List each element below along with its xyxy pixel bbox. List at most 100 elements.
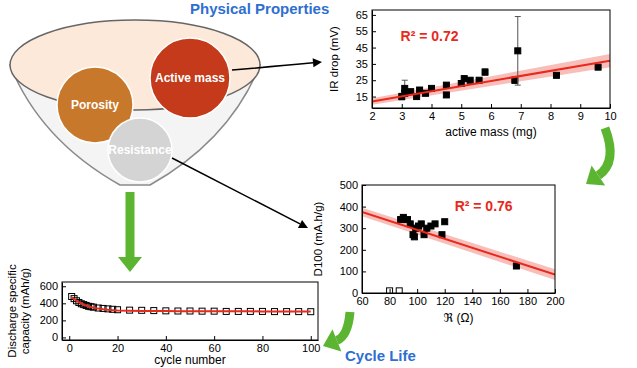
connector-arrow: [232, 58, 322, 70]
connector-arrow-shaft: [172, 158, 300, 224]
y-tick-label: 400: [40, 297, 58, 309]
y-tick: 200: [40, 314, 66, 326]
y-tick: 0: [352, 287, 366, 299]
y-tick-label: 100: [340, 265, 358, 277]
y-tick: 65: [356, 9, 376, 21]
chart: 60801001201401601802000100200300400500ℜ …: [312, 179, 565, 325]
x-tick-mark: [402, 104, 403, 108]
x-tick-label: 4: [429, 110, 435, 122]
chart: 2345678910152535455565active mass (mg)IR…: [328, 9, 617, 139]
axis-line: [362, 186, 363, 294]
x-tick: 140: [464, 289, 482, 307]
property-label: Resistance: [108, 143, 172, 157]
y-tick: 500: [340, 179, 366, 191]
y-tick-label: 0: [352, 287, 358, 299]
error-bar-cap: [402, 80, 408, 81]
x-tick-label: 80: [257, 342, 269, 354]
x-tick-label: 2: [369, 110, 375, 122]
point: [482, 69, 488, 75]
x-tick-mark: [461, 104, 462, 108]
x-tick-label: 5: [459, 110, 465, 122]
x-tick-mark: [311, 336, 312, 340]
x-tick: 120: [436, 289, 454, 307]
point: [387, 288, 393, 293]
x-tick: 8: [548, 104, 554, 122]
x-tick-mark: [69, 336, 70, 340]
y-tick-label: 45: [356, 42, 368, 54]
y-tick: 25: [356, 74, 376, 86]
x-tick-mark: [262, 336, 263, 340]
x-axis: 6080100120140160180200: [356, 289, 564, 307]
plot-frame: [372, 10, 610, 108]
error-bar: [402, 80, 408, 96]
x-tick-label: 10: [604, 110, 616, 122]
plot-frame: [362, 185, 555, 293]
plot-background: [362, 185, 555, 293]
fit-line: [362, 212, 555, 275]
y-tick: 0: [52, 331, 66, 343]
y-tick-label: 15: [356, 91, 368, 103]
x-tick-mark: [472, 289, 473, 293]
y-tick: 35: [356, 58, 376, 70]
point: [595, 64, 601, 70]
x-axis: 2345678910: [369, 104, 616, 122]
y-tick-mark: [372, 97, 376, 98]
plot-area: [69, 294, 314, 315]
y-tick-mark: [372, 31, 376, 32]
confidence-band: [362, 208, 555, 280]
flow-arrow: [586, 128, 610, 185]
y-tick-mark: [62, 286, 66, 287]
point: [432, 221, 438, 227]
y-axis: 152535455565: [356, 9, 376, 109]
x-tick-mark: [521, 104, 522, 108]
y-tick-mark: [372, 48, 376, 49]
fit-line: [72, 297, 311, 311]
y-tick-mark: [362, 228, 366, 229]
x-tick-label: 9: [578, 110, 584, 122]
x-tick-mark: [500, 289, 501, 293]
connector-arrow-shaft: [232, 63, 313, 70]
x-tick-label: 100: [302, 342, 320, 354]
x-tick-mark: [551, 104, 552, 108]
x-tick: 200: [546, 289, 564, 307]
flow-arrow-head: [586, 166, 605, 186]
diagram-title: Physical Properties: [190, 0, 329, 17]
x-tick: 60: [209, 336, 221, 354]
point: [467, 77, 473, 83]
plot-frame: [62, 282, 318, 340]
y-tick: 400: [340, 201, 366, 213]
chart: 0204060801000200400600cycle numberDischa…: [6, 264, 320, 367]
x-tick-mark: [417, 289, 418, 293]
y-tick-label: 35: [356, 58, 368, 70]
property-circle: [150, 38, 230, 118]
connector-arrow-head: [313, 58, 322, 67]
y-tick-mark: [362, 271, 366, 272]
y-tick: 15: [356, 91, 376, 103]
x-tick: 80: [257, 336, 269, 354]
x-tick-mark: [610, 104, 611, 108]
x-tick: 10: [604, 104, 616, 122]
y-tick-mark: [362, 185, 366, 186]
point: [443, 82, 449, 88]
point: [515, 48, 521, 54]
x-tick: 160: [491, 289, 509, 307]
x-tick: 40: [160, 336, 172, 354]
x-tick: 4: [429, 104, 435, 122]
x-tick: 3: [399, 104, 405, 122]
y-tick-label: 400: [340, 201, 358, 213]
y-tick: 200: [340, 244, 366, 256]
x-tick-label: 20: [112, 342, 124, 354]
flow-arrow-shaft: [598, 128, 610, 176]
x-tick-label: 60: [209, 342, 221, 354]
y-axis-title: IR drop (mV): [328, 26, 340, 92]
x-tick-label: 160: [491, 295, 509, 307]
x-tick: 9: [578, 104, 584, 122]
y-tick-label: 500: [340, 179, 358, 191]
x-tick-mark: [580, 104, 581, 108]
x-axis-title: ℜ (Ω): [443, 311, 473, 325]
x-tick: 180: [519, 289, 537, 307]
flow-arrow-shaft: [337, 312, 350, 340]
property-circle: [108, 118, 172, 182]
property-label: Porosity: [71, 98, 119, 112]
y-axis-title: capacity (mAh/g): [19, 268, 31, 354]
